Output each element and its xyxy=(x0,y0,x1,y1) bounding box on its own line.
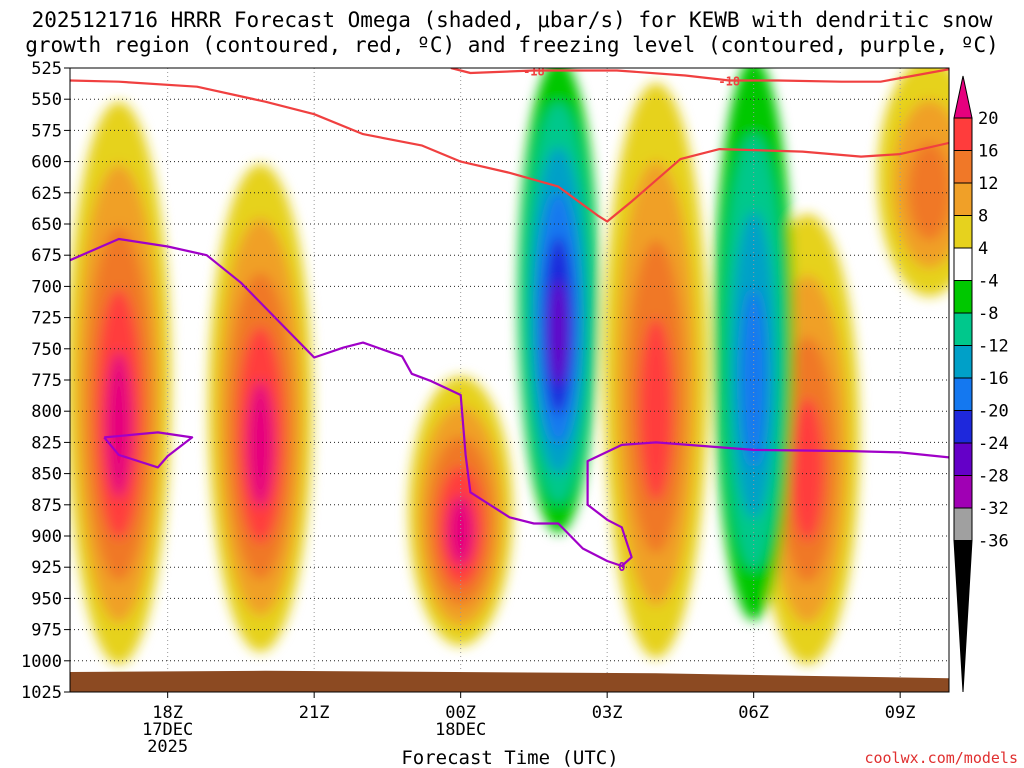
y-tick-label: 1000 xyxy=(21,652,62,672)
contour-line xyxy=(70,237,949,568)
colorbar-swatch xyxy=(953,182,973,216)
x-tick-label: 03Z xyxy=(592,703,623,723)
chart-title-line-1: 2025121716 HRRR Forecast Omega (shaded, … xyxy=(32,8,993,32)
source-credit: coolwx.com/models xyxy=(864,749,1018,767)
omega-shading xyxy=(70,68,949,665)
y-tick-label: 550 xyxy=(31,90,62,110)
colorbar-label: -36 xyxy=(978,532,1009,552)
y-tick-label: 600 xyxy=(31,153,62,173)
colorbar-label: 8 xyxy=(978,207,988,227)
y-tick-label: 875 xyxy=(31,496,62,516)
x-tick-label: 18DEC xyxy=(435,720,486,740)
x-tick-label: 06Z xyxy=(738,703,769,723)
colorbar-swatch xyxy=(953,117,973,151)
colorbar-label: -32 xyxy=(978,499,1009,519)
x-tick-label: 18Z xyxy=(152,703,183,723)
colorbar-label: -8 xyxy=(978,304,998,324)
colorbar-label: 16 xyxy=(978,142,998,162)
colorbar-swatch xyxy=(953,280,973,314)
y-axis: 525 550 575 600 625 650 675 700 725 750 775 800 825 8… xyxy=(21,59,70,703)
omega-band xyxy=(908,142,949,241)
y-tick-label: 800 xyxy=(31,402,62,422)
contour-label: -18 xyxy=(718,74,740,88)
colorbar-swatch xyxy=(953,150,973,184)
colorbar-swatch xyxy=(953,345,973,379)
x-tick-label: 00Z xyxy=(445,703,476,723)
y-tick-label: 825 xyxy=(31,433,62,453)
colorbar-cap-bottom xyxy=(953,540,973,693)
colorbar-label: 4 xyxy=(978,239,988,259)
omega-band xyxy=(790,398,824,542)
y-tick-label: 775 xyxy=(31,371,62,391)
colorbar-label: -12 xyxy=(978,337,1009,357)
colorbar-swatch xyxy=(953,475,973,509)
colorbar-swatch xyxy=(953,507,973,541)
y-tick-label: 650 xyxy=(31,215,62,235)
y-tick-label: 675 xyxy=(31,246,62,266)
colorbar: 20 16 12 8 4 -4 -8 -12 -16 -20 -24 -28 -32 -36 xyxy=(953,75,1009,693)
omega-band xyxy=(740,288,767,468)
colorbar-label: -4 xyxy=(978,272,998,292)
colorbar-label: -16 xyxy=(978,369,1009,389)
omega-feature xyxy=(518,68,599,534)
y-tick-label: 850 xyxy=(31,465,62,485)
contour-label: 0 xyxy=(618,560,625,574)
x-axis-label: Forecast Time (UTC) xyxy=(401,747,618,768)
contour-line xyxy=(70,79,949,223)
colorbar-swatch xyxy=(953,377,973,411)
x-tick-label: 21Z xyxy=(299,703,330,723)
contour-label: -18 xyxy=(523,64,545,78)
colorbar-cap-top xyxy=(953,75,973,119)
y-tick-label: 700 xyxy=(31,277,62,297)
x-tick-label: 09Z xyxy=(885,703,916,723)
contours: -18 -18 0 xyxy=(70,64,949,574)
colorbar-swatch xyxy=(953,247,973,281)
omega-band xyxy=(549,280,568,385)
omega-band xyxy=(105,351,133,498)
y-tick-label: 725 xyxy=(31,309,62,329)
colorbar-swatch xyxy=(953,312,973,346)
colorbar-label: -24 xyxy=(978,434,1009,454)
omega-feature xyxy=(604,82,708,659)
colorbar-label: -20 xyxy=(978,402,1009,422)
x-tick-label: 17DEC xyxy=(142,720,193,740)
y-tick-label: 625 xyxy=(31,184,62,204)
contour-line xyxy=(450,68,949,83)
y-tick-label: 975 xyxy=(31,621,62,641)
plot-area: -18 -18 0 xyxy=(70,64,949,692)
omega-band xyxy=(639,318,673,502)
y-tick-label: 950 xyxy=(31,589,62,609)
omega-feature xyxy=(70,101,171,665)
terrain xyxy=(70,670,949,692)
colorbar-label: 12 xyxy=(978,174,998,194)
colorbar-swatch xyxy=(953,215,973,249)
contour-line xyxy=(103,431,194,469)
colorbar-label: -28 xyxy=(978,467,1009,487)
grid-lines xyxy=(70,68,949,692)
colorbar-label: 20 xyxy=(978,109,998,129)
omega-fill-layer xyxy=(70,68,949,665)
chart-title-line-2: growth region (contoured, red, ºC) and f… xyxy=(25,33,999,57)
y-tick-label: 900 xyxy=(31,527,62,547)
y-tick-label: 525 xyxy=(31,59,62,79)
y-tick-label: 925 xyxy=(31,558,62,578)
omega-feature xyxy=(877,68,949,297)
omega-feature xyxy=(208,164,313,653)
y-tick-label: 1025 xyxy=(21,683,62,703)
y-tick-label: 750 xyxy=(31,340,62,360)
omega-band xyxy=(246,380,274,508)
colorbar-swatch xyxy=(953,410,973,444)
y-tick-label: 575 xyxy=(31,121,62,141)
omega-band xyxy=(447,496,475,566)
colorbar-swatch xyxy=(953,442,973,476)
x-tick-label: 2025 xyxy=(147,737,188,757)
